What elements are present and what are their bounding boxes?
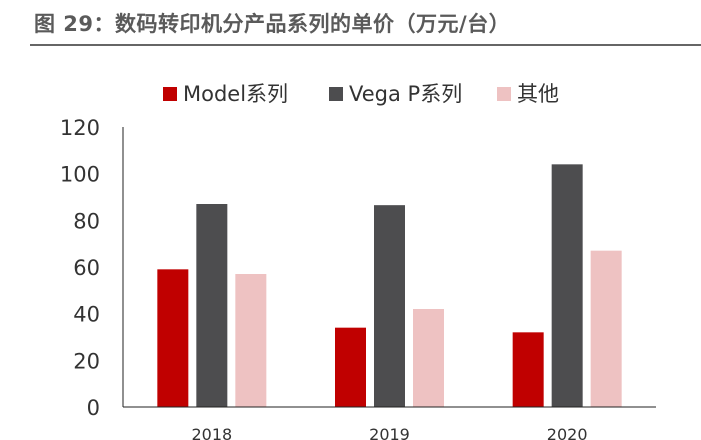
bar-2020-3 [590,250,622,407]
y-tick-label: 60 [73,256,100,280]
x-tick-label: 2018 [191,425,232,440]
title-divider [30,44,701,46]
x-tick-label: 2019 [369,425,410,440]
legend-label: Vega P系列 [349,82,462,106]
y-tick-label: 40 [73,303,100,327]
legend-label: 其他 [517,82,559,106]
bar-group [157,164,622,407]
x-axis: 2018 2019 2020 [123,406,656,440]
legend-swatch [329,87,343,101]
x-tick-label: 2020 [547,425,588,440]
bar-2019-1 [335,327,366,407]
bar-2019-2 [374,205,405,407]
y-axis: 0 20 40 60 80 100 120 [60,116,124,420]
bar-2018-1 [157,269,189,407]
figure-title: 图 29：数码转印机分产品系列的单价（万元/台） [34,12,511,36]
y-tick-label: 0 [87,396,100,420]
y-tick-label: 80 [73,209,100,233]
bar-2019-3 [413,309,444,407]
y-tick-label: 20 [73,349,100,373]
bar-2018-3 [235,274,267,407]
y-tick-label: 100 [60,163,100,187]
legend-swatch [163,87,177,101]
chart-legend: Model系列 Vega P系列 其他 [163,82,559,106]
bar-2020-2 [551,164,583,407]
bar-2018-2 [196,204,228,407]
legend-swatch [497,87,511,101]
y-tick-label: 120 [60,116,100,140]
legend-label: Model系列 [183,82,288,106]
bar-2020-1 [512,332,544,407]
